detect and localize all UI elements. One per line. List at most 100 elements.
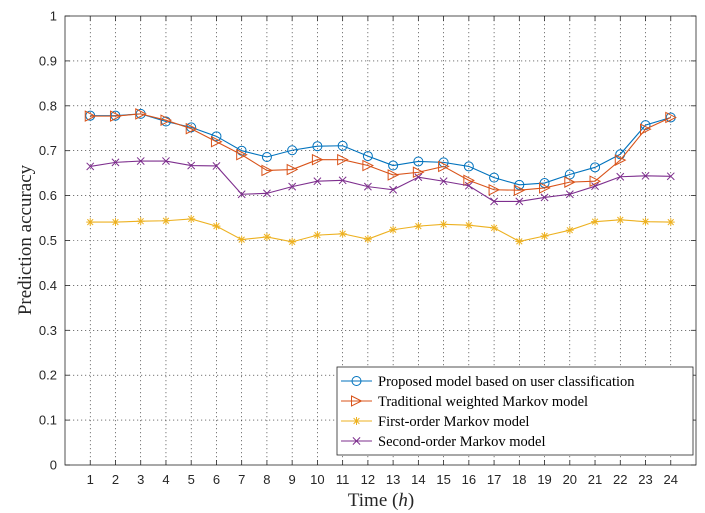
x-axis-title-suffix: ) <box>408 490 414 511</box>
data-point <box>666 172 675 181</box>
data-point <box>464 181 473 190</box>
series-line <box>90 218 671 243</box>
data-point <box>414 173 423 182</box>
data-point <box>387 169 400 181</box>
data-point <box>262 232 271 241</box>
data-point <box>463 174 475 187</box>
y-tick-label: 0.5 <box>39 233 57 248</box>
data-point <box>111 218 120 227</box>
data-point <box>616 215 625 224</box>
legend-box <box>336 366 694 456</box>
data-point <box>388 160 399 171</box>
data-point <box>288 182 297 191</box>
data-point <box>363 182 372 191</box>
legend-entry: Second-order Markov model <box>341 434 546 450</box>
data-point <box>262 189 271 198</box>
x-tick-label: 11 <box>336 472 350 487</box>
legend-marker <box>351 376 362 386</box>
data-point <box>337 140 348 151</box>
data-point <box>212 162 221 170</box>
series-4 <box>86 157 675 206</box>
legend-entry: Traditional weighted Markov model <box>341 394 588 410</box>
data-point <box>590 162 601 173</box>
data-point <box>591 182 599 191</box>
data-point <box>338 229 347 238</box>
x-tick-label: 18 <box>512 472 526 487</box>
data-point <box>288 237 297 246</box>
x-tick-label: 23 <box>638 472 652 487</box>
data-point <box>86 218 95 227</box>
y-tick-label: 0.7 <box>39 143 57 158</box>
data-point <box>337 153 349 166</box>
x-tick-label: 21 <box>588 472 602 487</box>
x-tick-label: 15 <box>436 472 450 487</box>
y-tick-label: 0.2 <box>39 368 57 383</box>
y-tick-label: 0.4 <box>39 278 57 293</box>
data-point <box>614 154 627 166</box>
legend-label: First-order Markov model <box>378 414 529 430</box>
data-point <box>490 197 499 206</box>
data-point <box>464 221 473 230</box>
data-point <box>236 148 248 161</box>
y-tick-label: 0.8 <box>39 98 57 113</box>
data-point <box>187 214 196 223</box>
series-layer <box>84 108 677 246</box>
data-point <box>439 220 448 229</box>
data-point <box>665 111 677 124</box>
legend-marker <box>352 437 361 445</box>
x-tick-label: 20 <box>563 472 577 487</box>
x-axis-title: Time (h) <box>348 490 414 511</box>
data-point <box>389 225 398 234</box>
data-point <box>439 177 448 186</box>
legend-label: Second-order Markov model <box>378 434 546 450</box>
data-point <box>111 158 120 167</box>
data-point <box>412 166 425 179</box>
data-point <box>362 151 373 162</box>
y-tick-label: 0.3 <box>39 323 57 338</box>
x-tick-label: 22 <box>613 472 627 487</box>
data-point <box>109 110 122 122</box>
data-point <box>160 114 173 126</box>
legend-marker <box>352 417 361 425</box>
data-point <box>413 156 424 167</box>
x-tick-label: 12 <box>361 472 375 487</box>
y-tick-label: 0.6 <box>39 188 57 203</box>
data-point <box>488 183 501 196</box>
x-tick-label: 1 <box>87 472 94 487</box>
data-point <box>640 123 652 135</box>
data-point <box>84 110 97 122</box>
x-tick-label: 14 <box>411 472 425 487</box>
data-point <box>286 163 299 176</box>
legend-entry: First-order Markov model <box>341 414 529 430</box>
data-point <box>136 217 145 226</box>
data-point <box>211 131 222 142</box>
y-tick-label: 0 <box>50 458 57 473</box>
x-tick-label: 17 <box>487 472 501 487</box>
data-point <box>363 235 372 244</box>
data-point <box>237 190 246 199</box>
data-point <box>540 232 549 241</box>
data-point <box>515 237 524 246</box>
data-point <box>311 153 324 166</box>
y-tick-label: 0.9 <box>39 53 57 68</box>
data-point <box>312 141 323 152</box>
data-point <box>389 185 398 194</box>
data-point <box>162 157 170 165</box>
y-axis-title: Prediction accuracy <box>15 164 36 315</box>
series-line <box>90 160 671 202</box>
data-point <box>136 157 145 165</box>
y-tick-label: 1 <box>50 9 57 24</box>
x-axis-title-prefix: Time ( <box>348 490 399 511</box>
x-tick-label: 24 <box>664 472 678 487</box>
x-tick-label: 19 <box>537 472 551 487</box>
x-tick-label: 7 <box>238 472 245 487</box>
data-point <box>161 216 170 225</box>
data-point <box>641 171 650 180</box>
data-point <box>513 184 526 197</box>
legend-marker <box>351 395 363 407</box>
y-axis-title-group: Prediction accuracy <box>15 164 36 315</box>
x-tick-label: 8 <box>263 472 270 487</box>
data-point <box>540 193 549 202</box>
x-tick-label: 6 <box>213 472 220 487</box>
